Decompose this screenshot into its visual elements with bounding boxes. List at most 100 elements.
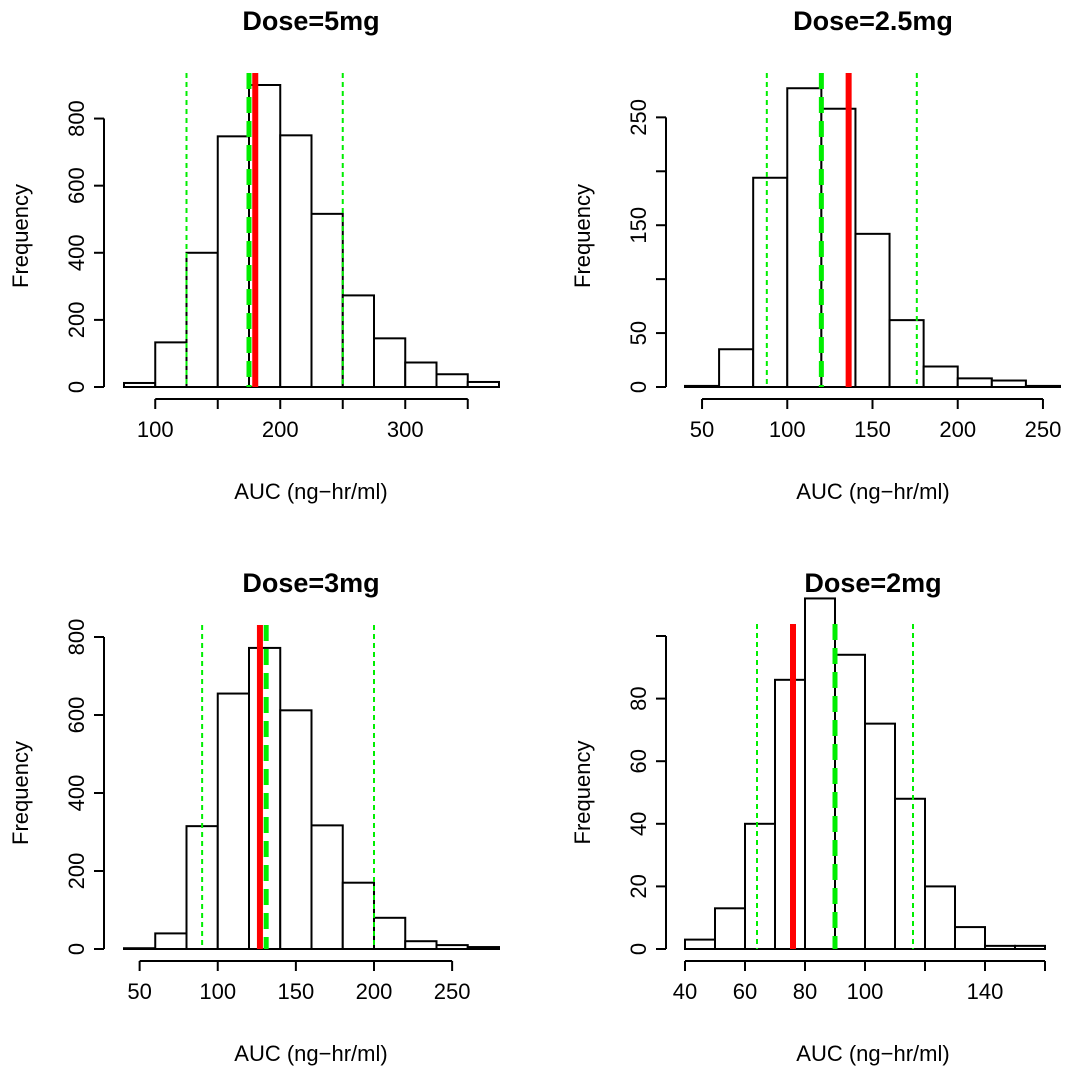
x-tick-label: 60: [733, 979, 757, 1004]
reference-lines: [765, 73, 918, 387]
histogram-bar: [279, 709, 313, 950]
histogram-bar: [1014, 944, 1046, 950]
histogram-bar: [123, 947, 157, 950]
histogram-bar: [956, 377, 993, 389]
y-tick-label: 0: [64, 943, 89, 955]
x-axis-label: AUC (ng−hr/ml): [234, 479, 387, 504]
histogram-bar: [216, 135, 250, 388]
x-tick-label: 250: [1025, 417, 1062, 442]
histogram-bar: [373, 337, 407, 389]
x-axis-label: AUC (ng−hr/ml): [234, 1041, 387, 1066]
histogram-bar: [404, 940, 438, 951]
histogram-bar: [341, 881, 375, 951]
histogram-bar: [684, 938, 716, 950]
y-tick-label: 20: [626, 874, 651, 898]
y-tick-label: 40: [626, 812, 651, 836]
histogram-bar: [990, 379, 1027, 388]
panel-dose-2-5mg: Dose=2.5mg AUC (ng−hr/ml) Frequency 50 10…: [570, 6, 1061, 504]
histogram-bar: [922, 365, 959, 388]
x-tick-label: 100: [137, 417, 174, 442]
y-tick-label: 50: [626, 321, 651, 345]
histogram-bar: [123, 381, 157, 388]
x-tick-label: 40: [673, 979, 697, 1004]
y-axis-label: Frequency: [570, 184, 595, 288]
histogram-bar: [888, 319, 925, 388]
panel-dose-5mg: Dose=5mg AUC (ng−hr/ml) Frequency 100 200…: [8, 6, 500, 504]
histogram-bar: [786, 87, 823, 388]
x-tick-label: 200: [356, 979, 393, 1004]
histogram-bars: [684, 597, 1046, 951]
y-axis-label: Frequency: [8, 184, 33, 288]
x-tick-label: 100: [769, 417, 806, 442]
histogram-bar: [954, 926, 986, 951]
histogram-bar: [435, 373, 469, 389]
x-tick-label: 200: [939, 417, 976, 442]
x-tick-label: 200: [262, 417, 299, 442]
y-tick-label: 800: [64, 100, 89, 137]
histogram-bar: [714, 907, 746, 950]
histogram-bar: [1024, 384, 1061, 388]
x-tick-label: 50: [690, 417, 714, 442]
x-tick-label: 100: [199, 979, 236, 1004]
histogram-bar: [154, 341, 188, 389]
y-tick-label: 80: [626, 686, 651, 710]
histogram-bar: [684, 384, 721, 388]
x-tick-label: 300: [387, 417, 424, 442]
y-tick-label: 200: [64, 853, 89, 890]
x-axis: 50 100 150 200 250: [690, 398, 1062, 442]
y-axis: 0 200 400 600 800: [64, 619, 105, 955]
y-tick-label: 800: [64, 619, 89, 656]
panel-dose-3mg: Dose=3mg AUC (ng−hr/ml) Frequency 50 100 1…: [8, 568, 500, 1066]
histogram-bar: [341, 294, 375, 389]
x-tick-label: 140: [967, 979, 1004, 1004]
x-axis: 40 60 80 100 140: [673, 960, 1046, 1004]
histogram-bar: [404, 361, 438, 389]
histogram-bar: [804, 597, 836, 950]
histogram-bar: [752, 176, 789, 388]
histogram-bar: [984, 944, 1016, 950]
y-tick-label: 60: [626, 749, 651, 773]
x-tick-label: 50: [127, 979, 151, 1004]
histogram-bar: [373, 916, 407, 950]
reference-lines: [185, 73, 344, 387]
x-axis-label: AUC (ng−hr/ml): [796, 1041, 949, 1066]
histogram-bar: [466, 380, 500, 389]
histogram-bar: [154, 932, 188, 951]
x-axis: 50 100 150 200 250: [127, 960, 470, 1004]
y-tick-label: 200: [64, 302, 89, 339]
histogram-bar: [435, 944, 469, 950]
reference-lines: [201, 625, 375, 949]
y-tick-label: 0: [626, 381, 651, 393]
reference-lines: [756, 624, 914, 949]
histogram-bar: [185, 251, 219, 388]
x-axis-label: AUC (ng−hr/ml): [796, 479, 949, 504]
y-axis-label: Frequency: [8, 741, 33, 845]
histogram-bar: [718, 348, 755, 388]
histogram-bar: [310, 212, 344, 388]
y-tick-label: 0: [626, 943, 651, 955]
x-tick-label: 150: [278, 979, 315, 1004]
y-tick-label: 250: [626, 99, 651, 136]
panel-title: Dose=3mg: [242, 568, 379, 598]
y-axis-label: Frequency: [570, 741, 595, 845]
histogram-bar: [894, 797, 926, 951]
y-tick-label: 400: [64, 775, 89, 812]
y-axis: 0 200 400 600 800: [64, 100, 105, 393]
y-axis: 0 20 40 60 80: [626, 635, 667, 955]
x-axis: 100 200 300: [137, 398, 469, 442]
panel-title: Dose=2.5mg: [793, 6, 953, 36]
y-tick-label: 600: [64, 697, 89, 734]
y-tick-label: 600: [64, 167, 89, 204]
y-tick-label: 400: [64, 234, 89, 271]
y-axis: 0 50 150 250: [626, 99, 667, 393]
x-tick-label: 150: [854, 417, 891, 442]
histogram-bars: [123, 646, 500, 951]
panel-title: Dose=5mg: [242, 6, 379, 36]
histogram-bar: [310, 824, 344, 950]
histogram-bars: [123, 84, 500, 389]
x-tick-label: 100: [847, 979, 884, 1004]
y-tick-label: 0: [64, 381, 89, 393]
histogram-bar: [854, 232, 891, 388]
histogram-bar: [466, 946, 500, 950]
